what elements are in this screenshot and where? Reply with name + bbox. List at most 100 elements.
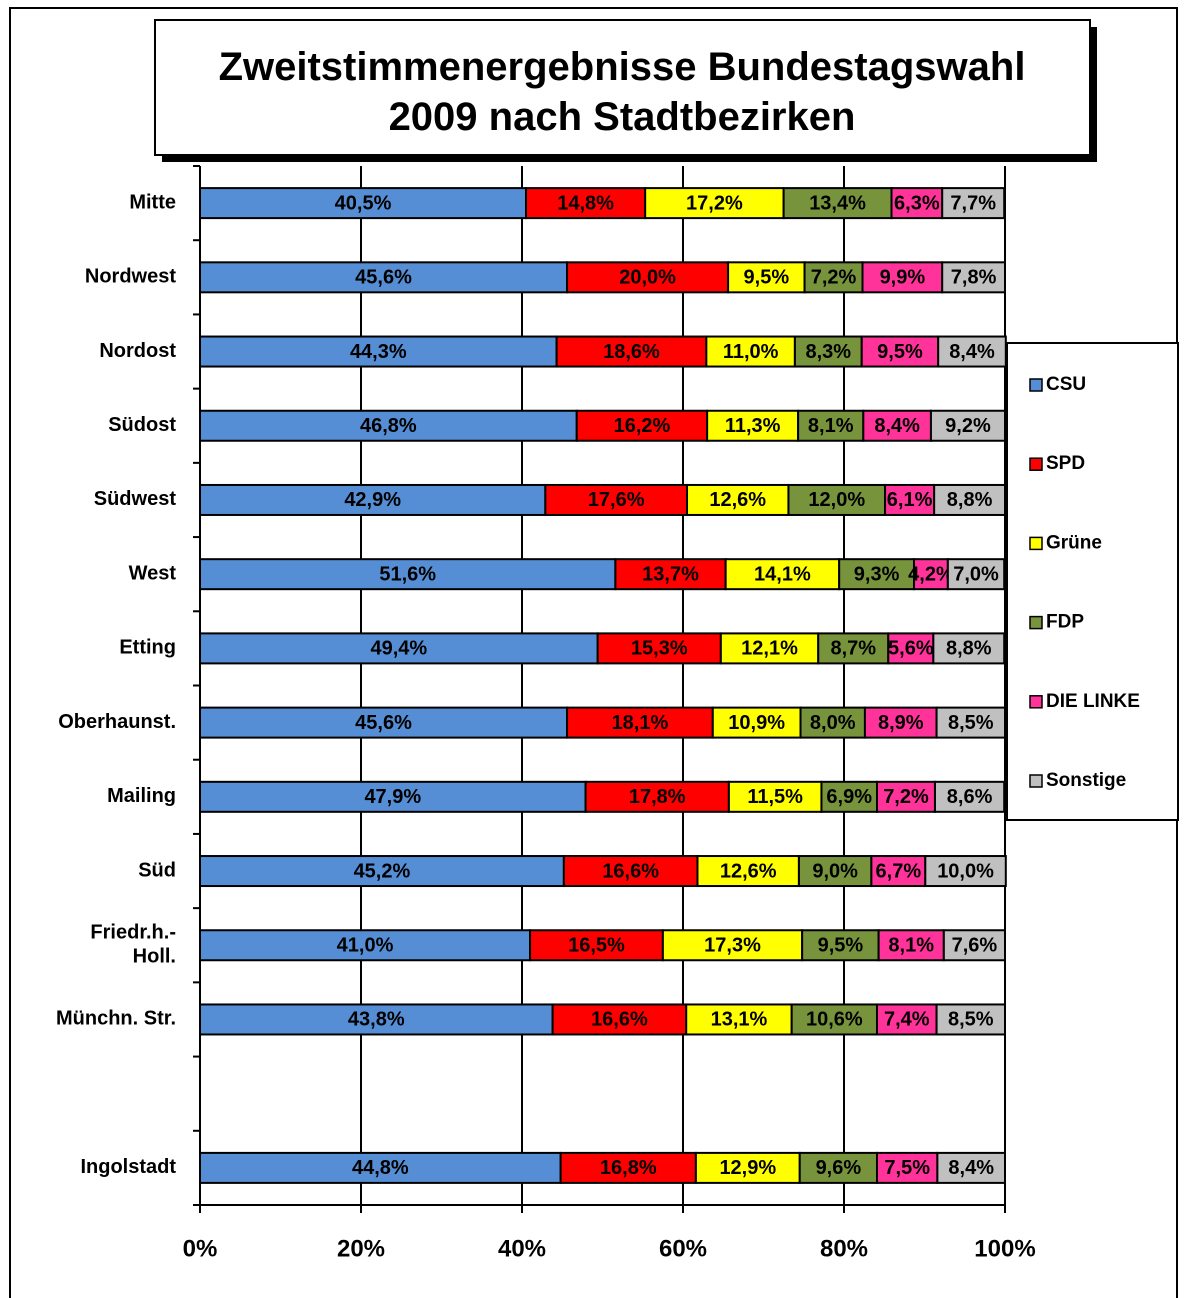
- data-label: 43,8%: [348, 1009, 405, 1031]
- legend-swatch: [1029, 774, 1043, 788]
- y-tick-label: Süd: [138, 859, 176, 881]
- bar-segment: [877, 929, 945, 962]
- data-label: 16,6%: [602, 860, 659, 882]
- data-label: 51,6%: [379, 563, 436, 585]
- bar-segment: [551, 1003, 688, 1036]
- y-tick-label: Südost: [108, 414, 176, 436]
- bar-segment: [890, 187, 944, 220]
- bar-segment: [782, 187, 893, 220]
- y-tick-label: Friedr.h.-Holl.: [90, 922, 176, 968]
- bar-segment: [870, 855, 927, 888]
- data-label: 6,1%: [887, 489, 933, 511]
- data-label: 44,3%: [350, 341, 407, 363]
- bar-segment: [946, 558, 1006, 591]
- bar-segment: [929, 409, 1006, 442]
- bar-segment: [199, 483, 547, 516]
- bar-segment: [793, 335, 863, 368]
- bar-segment: [863, 706, 938, 739]
- legend-label: CSU: [1046, 374, 1086, 395]
- data-label: 8,8%: [946, 638, 992, 660]
- y-tick-label: Oberhaunst.: [58, 711, 176, 733]
- bar-segment: [862, 409, 932, 442]
- bar-segment: [933, 483, 1006, 516]
- data-label: 12,9%: [719, 1157, 776, 1179]
- data-label: 7,0%: [953, 563, 999, 585]
- bar-segment: [644, 187, 785, 220]
- data-label: 49,4%: [370, 638, 427, 660]
- bar-segment: [724, 558, 841, 591]
- bar-segment: [935, 706, 1007, 739]
- data-label: 12,6%: [720, 860, 777, 882]
- data-label: 44,8%: [352, 1157, 409, 1179]
- data-label: 11,0%: [723, 341, 779, 363]
- data-label: 9,5%: [818, 935, 864, 957]
- data-label: 46,8%: [360, 415, 417, 437]
- bar-segment: [876, 1151, 939, 1184]
- data-label: 8,4%: [948, 1157, 994, 1179]
- data-label: 8,6%: [947, 786, 993, 808]
- bar-segment: [199, 187, 528, 220]
- data-label: 45,2%: [354, 860, 411, 882]
- bar-segment: [696, 855, 800, 888]
- bar-segment: [566, 706, 714, 739]
- x-tick-label: 40%: [498, 1235, 546, 1262]
- bar-segment: [706, 409, 800, 442]
- data-label: 7,8%: [951, 267, 997, 289]
- chart-title: Zweitstimmenergebnisse Bundestagswahl 200…: [219, 45, 1026, 139]
- bar-segment: [199, 335, 558, 368]
- x-tick-label: 20%: [337, 1235, 385, 1262]
- data-label: 8,5%: [948, 712, 994, 734]
- bar-segment: [932, 632, 1006, 665]
- data-label: 18,1%: [612, 712, 669, 734]
- data-label: 17,6%: [588, 489, 645, 511]
- y-tick-label: West: [129, 562, 177, 584]
- data-label: 5,6%: [888, 638, 934, 660]
- data-label: 17,2%: [686, 192, 743, 214]
- bar-segment: [199, 780, 587, 813]
- bar-segment: [727, 780, 823, 813]
- bar-segment: [798, 1151, 879, 1184]
- y-tick-label: Münchn. Str.: [56, 1008, 176, 1030]
- bar-segment: [887, 632, 935, 665]
- bar-segment: [820, 780, 879, 813]
- data-label: 11,5%: [747, 786, 803, 808]
- data-label: 16,6%: [591, 1009, 648, 1031]
- legend-label: Grüne: [1046, 532, 1102, 553]
- data-label: 14,1%: [754, 563, 811, 585]
- data-label: 10,6%: [806, 1009, 863, 1031]
- data-label: 47,9%: [364, 786, 421, 808]
- legend-label: DIE LINKE: [1046, 691, 1140, 712]
- data-label: 16,8%: [600, 1157, 657, 1179]
- y-tick-label: Etting: [119, 637, 176, 659]
- bar-segment: [876, 1003, 938, 1036]
- legend-swatch: [1029, 695, 1043, 709]
- data-label: 8,0%: [810, 712, 856, 734]
- data-label: 42,9%: [344, 489, 401, 511]
- legend-swatch: [1029, 536, 1043, 551]
- data-label: 10,9%: [728, 712, 785, 734]
- bar-segment: [199, 929, 532, 962]
- data-label: 8,3%: [806, 341, 852, 363]
- data-label: 4,2%: [908, 563, 954, 585]
- data-label: 8,4%: [874, 415, 920, 437]
- data-label: 41,0%: [337, 935, 394, 957]
- bar-segment: [942, 929, 1007, 962]
- data-label: 13,7%: [642, 563, 699, 585]
- data-label: 17,3%: [704, 935, 761, 957]
- legend-swatch: [1029, 378, 1043, 392]
- bar-segment: [799, 706, 866, 739]
- x-tick-label: 0%: [183, 1235, 218, 1262]
- data-label: 17,8%: [629, 786, 686, 808]
- bar-segment: [199, 706, 569, 739]
- data-label: 9,0%: [812, 860, 858, 882]
- y-tick-label: Nordost: [99, 340, 176, 362]
- bar-segment: [199, 409, 578, 442]
- bar-segment: [555, 335, 708, 368]
- data-label: 12,6%: [709, 489, 766, 511]
- data-label: 45,6%: [355, 267, 412, 289]
- data-label: 10,0%: [937, 860, 994, 882]
- bar-segment: [719, 632, 820, 665]
- data-label: 7,5%: [884, 1157, 930, 1179]
- legend-box: [1006, 342, 1179, 821]
